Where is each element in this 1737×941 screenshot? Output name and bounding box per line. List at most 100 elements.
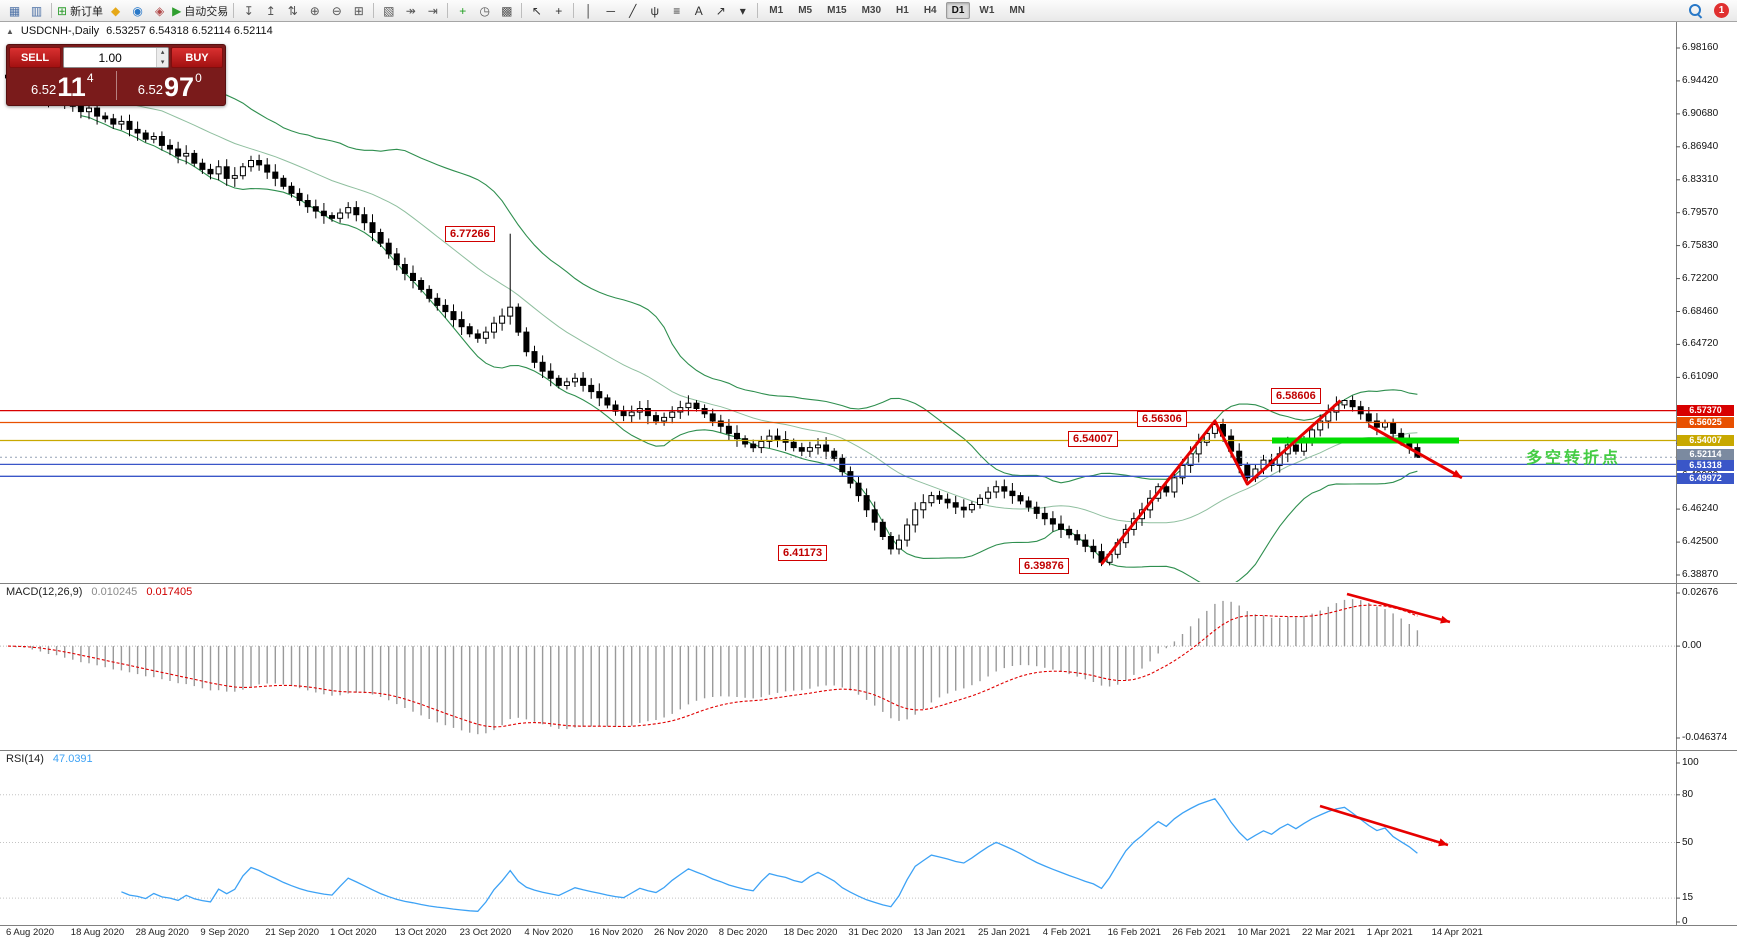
- timeframe-h1-button[interactable]: H1: [890, 2, 915, 19]
- date-axis-label: 23 Oct 2020: [459, 927, 512, 938]
- macd-signal-line: [7, 604, 1418, 728]
- horizontal-line-icon[interactable]: ─: [600, 1, 621, 20]
- periods-icon[interactable]: ◷: [474, 1, 495, 20]
- price-axis-label: 6.72200: [1682, 272, 1719, 284]
- object-list-icon[interactable]: ⇅: [282, 1, 303, 20]
- price-callout: 6.77266: [445, 226, 495, 242]
- notification-badge[interactable]: 1: [1714, 3, 1729, 18]
- trend-zigzag: [1100, 399, 1342, 566]
- toolbar-separator: [447, 3, 449, 18]
- timeframe-d1-button[interactable]: D1: [945, 2, 971, 19]
- timeframe-w1-button[interactable]: W1: [973, 2, 1000, 19]
- price-axis-label: 6.46240: [1682, 503, 1719, 515]
- timeframe-h4-button[interactable]: H4: [918, 2, 943, 19]
- vertical-line-icon[interactable]: │: [578, 1, 599, 20]
- buy-price-big: 97: [164, 72, 195, 102]
- date-axis-label: 4 Feb 2021: [1042, 927, 1091, 938]
- new-order-button[interactable]: ⊞ 新订单: [56, 1, 104, 20]
- volume-decrease-button[interactable]: ▾: [157, 57, 168, 67]
- price-axis-label: 6.64720: [1682, 338, 1719, 350]
- support-zone-highlight: [1272, 437, 1459, 444]
- date-axis-label: 18 Aug 2020: [70, 927, 125, 938]
- toolbar-separator: [373, 3, 375, 18]
- cursor-icon[interactable]: ↖: [526, 1, 547, 20]
- search-icon[interactable]: [1688, 3, 1703, 18]
- data-window-icon[interactable]: ↧: [238, 1, 259, 20]
- text-label-icon[interactable]: A: [688, 1, 709, 20]
- autotrading-button[interactable]: ▶ 自动交易: [171, 1, 229, 20]
- date-axis-label: 14 Apr 2021: [1431, 927, 1483, 938]
- price-axis-label: 6.42500: [1682, 536, 1719, 548]
- timeframe-m15-button[interactable]: M15: [821, 2, 852, 19]
- price-callout: 6.41173: [778, 545, 828, 561]
- price-axis-label: 6.38870: [1682, 569, 1719, 580]
- sell-price[interactable]: 6.52 11 4: [9, 68, 116, 103]
- rsi-axis-label: 0: [1682, 916, 1688, 927]
- rsi-axis-label: 100: [1682, 757, 1699, 768]
- mql5-services-icon[interactable]: ◆: [105, 1, 126, 20]
- timeframe-m5-button[interactable]: M5: [792, 2, 818, 19]
- market-icon[interactable]: ◈: [149, 1, 170, 20]
- price-axis-label: 6.98160: [1682, 42, 1719, 53]
- buy-price-sup: 0: [195, 71, 202, 85]
- toolbar-separator: [757, 3, 759, 18]
- toolbar-buttons: ▦ ▥ ⊞ 新订单 ◆ ◉ ◈ ▶ 自动交易 ↧ ↥ ⇅ ⊕ ⊖ ⊞ ▧ ↠ ⇥ + ◷ ▩ ↖ + │ ─ ╱ ψ ≡ A ↗ ▾: [4, 1, 761, 20]
- date-axis-label: 21 Sep 2020: [265, 927, 320, 938]
- templates-icon[interactable]: ▩: [496, 1, 517, 20]
- price-axis-tag: 6.57370: [1677, 405, 1734, 417]
- main-toolbar: ▦ ▥ ⊞ 新订单 ◆ ◉ ◈ ▶ 自动交易 ↧ ↥ ⇅ ⊕ ⊖ ⊞ ▧ ↠ ⇥ + ◷ ▩ ↖ + │ ─ ╱ ψ ≡ A ↗ ▾ M1 M…: [0, 0, 1737, 22]
- price-axis-label: 6.83310: [1682, 173, 1719, 185]
- timeframe-mn-button[interactable]: MN: [1003, 2, 1031, 19]
- volume-increase-button[interactable]: ▴: [157, 48, 168, 58]
- pane-frames: [0, 22, 1737, 926]
- collapse-icon[interactable]: ▲: [6, 26, 14, 36]
- date-axis-label: 18 Dec 2020: [783, 927, 838, 938]
- new-chart-icon[interactable]: ▧: [378, 1, 399, 20]
- andrews-pitchfork-icon[interactable]: ψ: [644, 1, 665, 20]
- volume-input[interactable]: [64, 48, 157, 67]
- price-divider: [115, 71, 117, 100]
- community-icon[interactable]: ◉: [127, 1, 148, 20]
- date-axis-label: 22 Mar 2021: [1302, 927, 1356, 938]
- date-axis-label: 28 Aug 2020: [135, 927, 189, 938]
- candlesticks: [5, 72, 1421, 567]
- buy-button[interactable]: BUY: [171, 47, 223, 68]
- tile-windows-icon[interactable]: ⊞: [348, 1, 369, 20]
- arrows-icon[interactable]: ↗: [710, 1, 731, 20]
- shapes-dropdown-icon[interactable]: ▾: [732, 1, 753, 20]
- sell-button[interactable]: SELL: [9, 47, 61, 68]
- crosshair-icon[interactable]: +: [548, 1, 569, 20]
- chart-shift-icon[interactable]: ⇥: [422, 1, 443, 20]
- profiles-icon[interactable]: ▥: [26, 1, 47, 20]
- timeframe-m1-button[interactable]: M1: [763, 2, 789, 19]
- add-indicator-icon[interactable]: +: [452, 1, 473, 20]
- one-click-controls: SELL ▴ ▾ BUY: [9, 47, 223, 68]
- price-axis-tag: 6.56025: [1677, 417, 1734, 429]
- date-axis-label: 16 Feb 2021: [1107, 927, 1161, 938]
- buy-price[interactable]: 6.52 97 0: [117, 68, 224, 103]
- rsi-line: [121, 798, 1418, 912]
- rsi-axis-label: 50: [1682, 836, 1694, 848]
- indicator-list-icon[interactable]: ↥: [260, 1, 281, 20]
- date-axis-label: 26 Nov 2020: [654, 927, 708, 938]
- charts-window-icon[interactable]: ▦: [4, 1, 25, 20]
- timeframe-m30-button[interactable]: M30: [856, 2, 887, 19]
- zoom-out-icon[interactable]: ⊖: [326, 1, 347, 20]
- fibonacci-icon[interactable]: ≡: [666, 1, 687, 20]
- zoom-in-icon[interactable]: ⊕: [304, 1, 325, 20]
- macd-signal-value: 0.017405: [146, 586, 193, 598]
- toolbar-separator: [521, 3, 523, 18]
- date-axis-label: 4 Nov 2020: [524, 927, 573, 938]
- price-axis-label: 6.86940: [1682, 140, 1719, 152]
- macd-indicator-label: MACD(12,26,9) 0.010245 0.017405: [6, 586, 192, 598]
- auto-scroll-icon[interactable]: ↠: [400, 1, 421, 20]
- trendline-icon[interactable]: ╱: [622, 1, 643, 20]
- price-callout: 6.39876: [1019, 558, 1069, 574]
- date-axis-label: 16 Nov 2020: [589, 927, 644, 938]
- date-axis-label: 13 Oct 2020: [394, 927, 447, 938]
- date-axis-label: 10 Mar 2021: [1237, 927, 1291, 938]
- macd-axis-label: 0.00: [1682, 640, 1702, 652]
